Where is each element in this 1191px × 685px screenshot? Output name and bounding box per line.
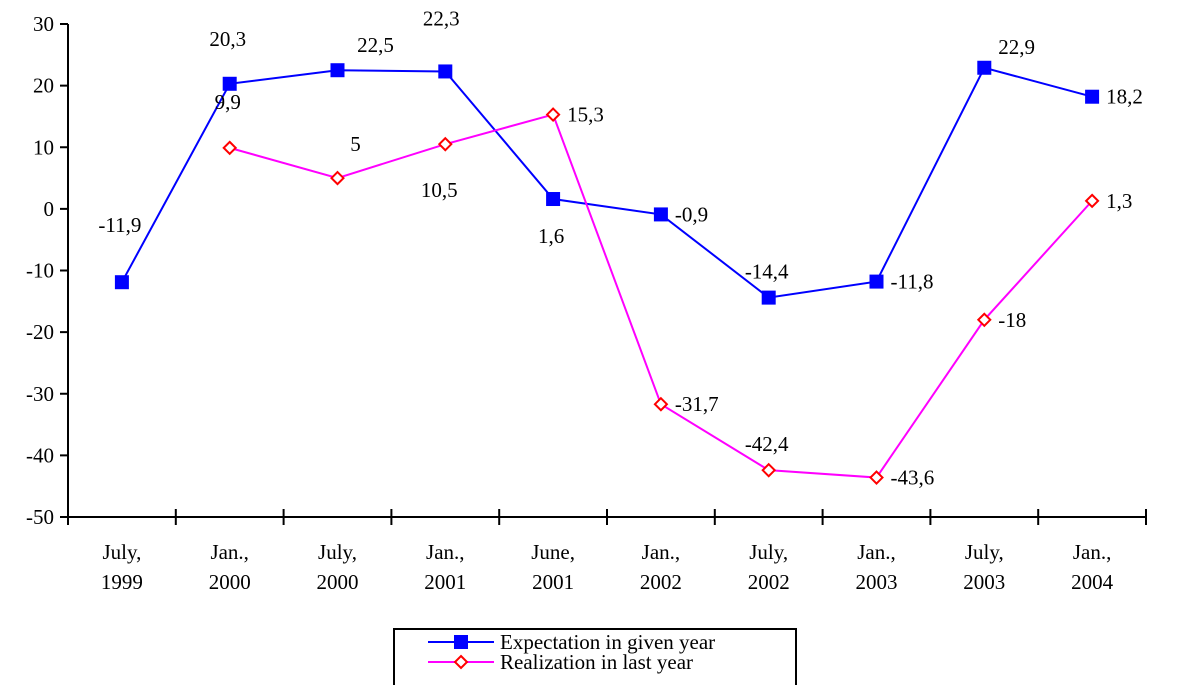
x-axis-ticks: July, 1999 Jan., 2000 July, 2000 Jan., 2001 June… — [67, 509, 1147, 594]
x-tick-label: Jan., — [426, 540, 465, 564]
data-point-expectation — [653, 207, 668, 222]
y-tick-label: -10 — [26, 259, 54, 283]
data-point-realization — [437, 136, 453, 152]
x-tick-label: 2001 — [532, 570, 574, 594]
legend-marker-realization — [453, 654, 469, 670]
data-label-realization: 15,3 — [567, 103, 604, 127]
data-label-expectation: -0,9 — [675, 202, 708, 226]
data-point-realization — [330, 170, 345, 186]
legend-marker-expectation — [454, 635, 468, 649]
x-tick-label: 2000 — [317, 570, 359, 594]
data-label-realization: 9,9 — [215, 90, 241, 114]
data-label-expectation: -11,8 — [891, 270, 934, 294]
data-label-realization: 1,3 — [1106, 189, 1132, 213]
x-tick-label: July, — [102, 540, 141, 564]
data-point-expectation — [546, 192, 561, 207]
series-line-expectation — [121, 66, 1093, 299]
data-label-realization: -31,7 — [675, 392, 719, 416]
legend-entry-label: Realization in last year — [500, 650, 693, 674]
x-tick-label: July, — [318, 540, 357, 564]
data-point-expectation — [330, 63, 345, 78]
data-point-expectation — [761, 290, 776, 305]
data-point-realization — [761, 462, 777, 478]
data-label-realization: -43,6 — [891, 466, 935, 490]
y-tick-label: -30 — [26, 382, 54, 406]
x-tick-label: 2003 — [963, 570, 1005, 594]
data-label-expectation: 1,6 — [538, 224, 564, 248]
x-tick-label: 2003 — [856, 570, 898, 594]
legend-entry-label: Expectation in given year — [500, 630, 715, 654]
x-tick-label: 2000 — [209, 570, 251, 594]
data-point-realization — [869, 470, 884, 485]
data-point-expectation — [114, 275, 129, 290]
data-point-realization — [653, 396, 669, 412]
series-lines — [121, 66, 1093, 479]
x-tick-label: July, — [965, 540, 1004, 564]
data-point-realization — [222, 140, 238, 156]
x-tick-label: June, — [531, 540, 575, 564]
x-tick-label: Jan., — [857, 540, 896, 564]
x-tick-label: 2002 — [640, 570, 682, 594]
data-point-realization — [976, 312, 992, 328]
y-tick-label: 0 — [44, 197, 55, 221]
data-label-realization: -42,4 — [745, 432, 789, 456]
y-axis-ticks: 30 20 10 0 -10 -20 -30 -40 -50 — [26, 12, 68, 529]
data-label-realization: -18 — [998, 308, 1026, 332]
data-label-realization: 10,5 — [421, 178, 458, 202]
y-tick-label: -40 — [26, 443, 54, 467]
data-label-expectation: -11,9 — [98, 213, 141, 237]
x-tick-label: 2001 — [424, 570, 466, 594]
data-point-expectation — [1085, 89, 1100, 104]
data-label-expectation: 20,3 — [209, 27, 246, 51]
data-label-expectation: 22,5 — [357, 33, 394, 57]
y-tick-label: 10 — [33, 135, 54, 159]
y-tick-label: -50 — [26, 505, 54, 529]
data-label-expectation: 22,9 — [998, 35, 1035, 59]
y-tick-label: 30 — [33, 12, 54, 36]
x-tick-label: 2004 — [1071, 570, 1114, 594]
data-point-expectation — [438, 64, 453, 79]
y-tick-label: 20 — [33, 74, 54, 98]
data-label-expectation: 18,2 — [1106, 85, 1143, 109]
series-markers — [114, 60, 1100, 485]
x-tick-label: July, — [749, 540, 788, 564]
x-tick-label: Jan., — [210, 540, 249, 564]
data-labels: -11,9 20,3 22,5 22,3 1,6 -0,9 -14,4 -11,8 22,9 18… — [98, 6, 1142, 489]
data-point-expectation — [869, 274, 884, 289]
data-point-realization — [545, 107, 561, 123]
data-point-realization — [1084, 193, 1100, 209]
x-tick-label: 2002 — [748, 570, 790, 594]
x-tick-label: Jan., — [1073, 540, 1112, 564]
y-tick-label: -20 — [26, 320, 54, 344]
data-point-expectation — [977, 60, 992, 75]
x-tick-label: Jan., — [642, 540, 681, 564]
data-label-realization: 5 — [350, 132, 361, 156]
data-point-expectation — [222, 76, 237, 91]
series-line-realization — [229, 113, 1093, 479]
x-tick-label: 1999 — [101, 570, 143, 594]
data-label-expectation: -14,4 — [745, 260, 789, 284]
data-label-expectation: 22,3 — [423, 6, 460, 30]
